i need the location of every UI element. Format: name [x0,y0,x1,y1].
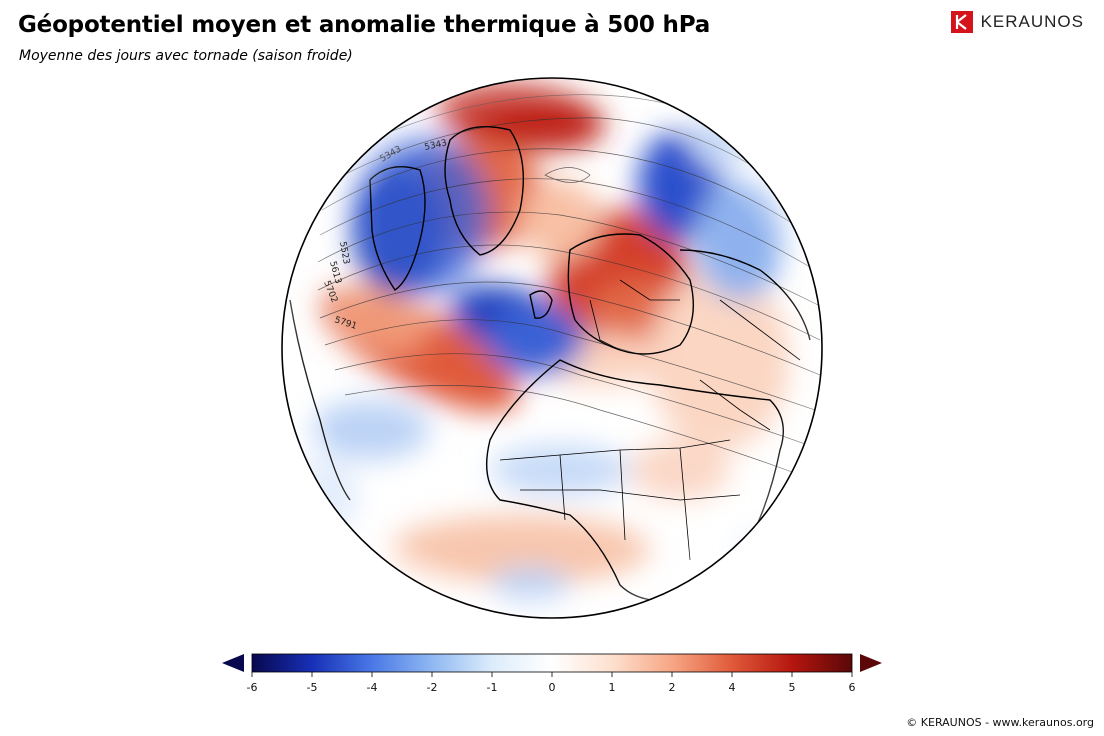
legend-tick-label: -2 [427,681,438,694]
globe-outline [281,77,823,619]
brand-logo: KERAUNOS [950,11,1084,33]
legend-tick-label: 0 [549,681,556,694]
legend-tick-label: -1 [487,681,498,694]
legend-tick-label: 5 [789,681,796,694]
legend-tick-label: -4 [367,681,378,694]
globe-map: 5343 5343 5523 5613 5702 5791 [281,77,823,619]
map-subtitle: Moyenne des jours avec tornade (saison f… [19,48,353,64]
legend-min-arrow [222,654,244,672]
map-title: Géopotentiel moyen et anomalie thermique… [18,12,711,38]
brand-name: KERAUNOS [980,12,1084,31]
legend-tick-label: 1 [609,681,616,694]
footer-credit: © KERAUNOS - www.keraunos.org [906,716,1094,729]
legend-max-arrow [860,654,882,672]
legend-tick-label: 4 [729,681,736,694]
anomaly-field: 5343 5343 5523 5613 5702 5791 [282,78,822,618]
keraunos-logo-icon [950,11,973,33]
legend-ticks: -6 -5 -4 -2 -1 0 1 2 4 5 6 [247,672,856,694]
legend-tick-label: 6 [849,681,856,694]
legend-bar [251,653,853,673]
legend-tick-label: -5 [307,681,318,694]
legend-tick-label: -6 [247,681,258,694]
legend-tick-label: 2 [669,681,676,694]
